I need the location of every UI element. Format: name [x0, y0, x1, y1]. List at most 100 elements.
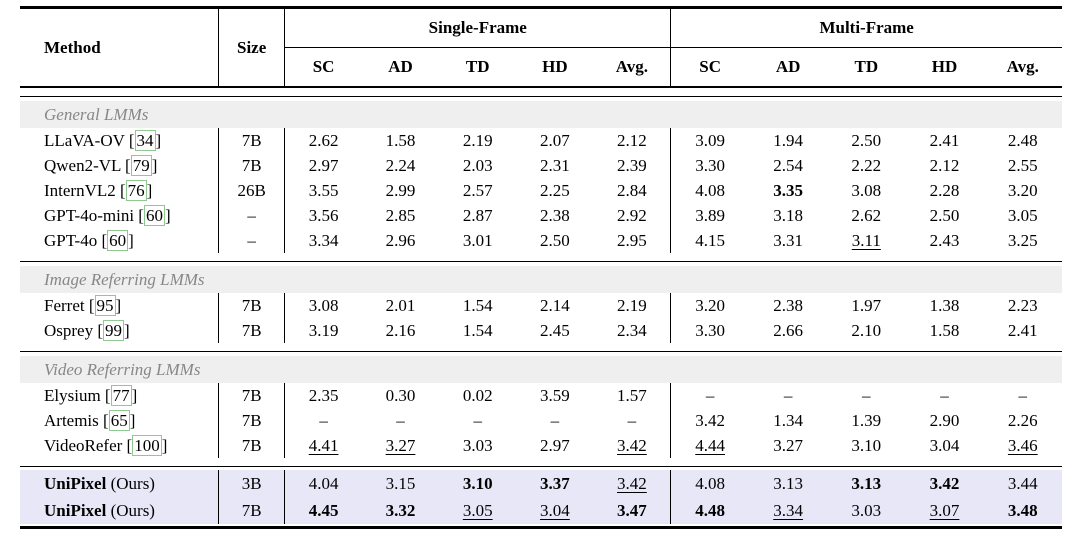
metric-cell: – — [940, 386, 949, 405]
metric-cell: 2.96 — [385, 231, 416, 250]
table-row: GPT-4o [60] – 3.34 2.96 3.01 2.50 2.95 4.15 3.31… — [20, 228, 1062, 253]
metric-cell: 3.11 — [851, 231, 881, 250]
metric-cell: 3.34 — [308, 231, 339, 250]
metric-cell: 3.89 — [695, 206, 726, 225]
size-cell: 7B — [218, 318, 286, 343]
metric-cell: – — [862, 386, 871, 405]
metric-cell: 1.34 — [773, 411, 803, 430]
metric-cell: 3.32 — [361, 497, 440, 524]
section-gap — [20, 253, 1062, 261]
metric-cell: 2.50 — [929, 206, 960, 225]
metric-cell: 3.20 — [1007, 181, 1038, 200]
citation-link[interactable]: 77 — [110, 385, 132, 406]
metric-cell: 2.31 — [540, 156, 570, 175]
section-gap — [20, 458, 1062, 466]
method-cell: GPT-4o-mini [60] — [20, 203, 220, 228]
metric-cell: 2.34 — [593, 318, 672, 343]
metric-cell: 3.48 — [983, 497, 1062, 524]
metric-cell: 3.01 — [462, 231, 493, 250]
ours-divider-rule — [20, 466, 1062, 467]
metric-cell: 2.19 — [593, 293, 672, 318]
metric-cell: 2.48 — [1007, 131, 1038, 150]
citation-link[interactable]: 60 — [143, 205, 165, 226]
metric-cell: 3.27 — [773, 436, 803, 455]
section-header-row: Video Referring LMMs — [20, 343, 1062, 383]
metric-cell: 3.04 — [516, 497, 594, 524]
metric-cell: 1.54 — [462, 321, 493, 340]
table-bottom-rule — [20, 526, 1062, 529]
metric-cell: 4.45 — [284, 497, 362, 524]
table-row: VideoRefer [100] 7B 4.41 3.27 3.03 2.97 3.42 4.… — [20, 433, 1062, 458]
size-cell: 7B — [218, 433, 286, 458]
metric-cell: 3.42 — [593, 470, 672, 497]
metric-cell: 3.25 — [1007, 231, 1038, 250]
section-divider-rule — [20, 351, 1062, 352]
metric-cell: 3.56 — [308, 206, 339, 225]
metric-cell: 2.16 — [385, 321, 416, 340]
metric-cell: 0.30 — [385, 386, 416, 405]
citation-link[interactable]: 79 — [130, 155, 152, 176]
metric-cell: 3.15 — [361, 470, 440, 497]
header-row-groups: Method Size Single-Frame Multi-Frame — [20, 7, 1062, 88]
metric-cell: 4.48 — [670, 497, 749, 524]
section-header-row: Image Referring LMMs — [20, 253, 1062, 293]
metric-cell: 1.94 — [773, 131, 803, 150]
metric-cell: 3.07 — [905, 497, 984, 524]
metric-cell: 2.87 — [462, 206, 493, 225]
ours-divider-cell — [20, 458, 1062, 470]
method-cell: Elysium [77] — [20, 383, 220, 408]
citation-link[interactable]: 65 — [108, 410, 130, 431]
section-title: Video Referring LMMs — [20, 356, 1062, 383]
metric-cell: 3.42 — [593, 433, 672, 458]
size-cell: 7B — [218, 128, 286, 153]
size-column-header: Size — [218, 7, 286, 88]
citation-link[interactable]: 60 — [107, 230, 129, 251]
metric-cell: 2.24 — [385, 156, 416, 175]
metric-cell: 4.44 — [695, 436, 726, 455]
size-cell: 7B — [218, 408, 286, 433]
metric-cell: 1.54 — [462, 296, 493, 315]
metric-cell: 4.04 — [284, 470, 362, 497]
metric-cell: 3.05 — [1007, 206, 1038, 225]
metric-cell: 2.03 — [462, 156, 493, 175]
metric-cell: 3.27 — [385, 436, 416, 455]
metric-cell: 2.22 — [851, 156, 882, 175]
metric-cell: 2.84 — [593, 178, 672, 203]
table-row: Artemis [65] 7B – – – – – 3.42 1.34 1.39 2.90 2.26 — [20, 408, 1062, 433]
section-header-cell: Image Referring LMMs — [20, 253, 1062, 293]
method-cell: LLaVA-OV [34] — [20, 128, 220, 153]
metric-cell: 3.08 — [851, 181, 882, 200]
metric-cell: 2.35 — [308, 386, 339, 405]
metric-cell: 2.54 — [773, 156, 803, 175]
citation-link[interactable]: 100 — [132, 435, 162, 456]
metric-cell: 4.41 — [308, 436, 339, 455]
metric-cell: 2.85 — [385, 206, 416, 225]
metric-header-sf-hd: HD — [516, 47, 594, 88]
method-cell: Qwen2-VL [79] — [20, 153, 220, 178]
header-row-metrics: SC AD TD HD Avg. SC AD TD HD Avg. — [20, 47, 1062, 88]
table-row-ours: UniPixel (Ours) 3B 4.04 3.15 3.10 3.37 3.42 4.0… — [20, 470, 1062, 497]
metric-cell: 0.02 — [462, 386, 493, 405]
section-title: Image Referring LMMs — [20, 266, 1062, 293]
citation-link[interactable]: 76 — [125, 180, 147, 201]
method-column-header: Method — [20, 7, 220, 88]
metric-header-sf-sc: SC — [284, 47, 362, 88]
method-name: UniPixel — [44, 501, 107, 520]
citation-link[interactable]: 99 — [103, 320, 125, 341]
citation-link[interactable]: 95 — [94, 295, 116, 316]
metric-cell: 2.28 — [929, 181, 960, 200]
table-row: Qwen2-VL [79] 7B 2.97 2.24 2.03 2.31 2.39 3.30 2… — [20, 153, 1062, 178]
metric-cell: 3.46 — [1007, 436, 1038, 455]
metric-cell: 1.38 — [929, 296, 960, 315]
metric-cell: 3.59 — [540, 386, 570, 405]
table-row: InternVL2 [76] 26B 3.55 2.99 2.57 2.25 2.84 4.0… — [20, 178, 1062, 203]
metric-cell: 3.18 — [773, 206, 803, 225]
citation-link[interactable]: 34 — [134, 130, 156, 151]
metric-cell: 2.19 — [462, 131, 493, 150]
method-name: UniPixel — [44, 474, 107, 493]
metric-header-mf-hd: HD — [905, 47, 984, 88]
metric-cell: 2.97 — [540, 436, 570, 455]
size-cell: 7B — [218, 293, 286, 318]
metric-cell: 2.12 — [593, 128, 672, 153]
table-row: LLaVA-OV [34] 7B 2.62 1.58 2.19 2.07 2.12 3.09 1… — [20, 128, 1062, 153]
